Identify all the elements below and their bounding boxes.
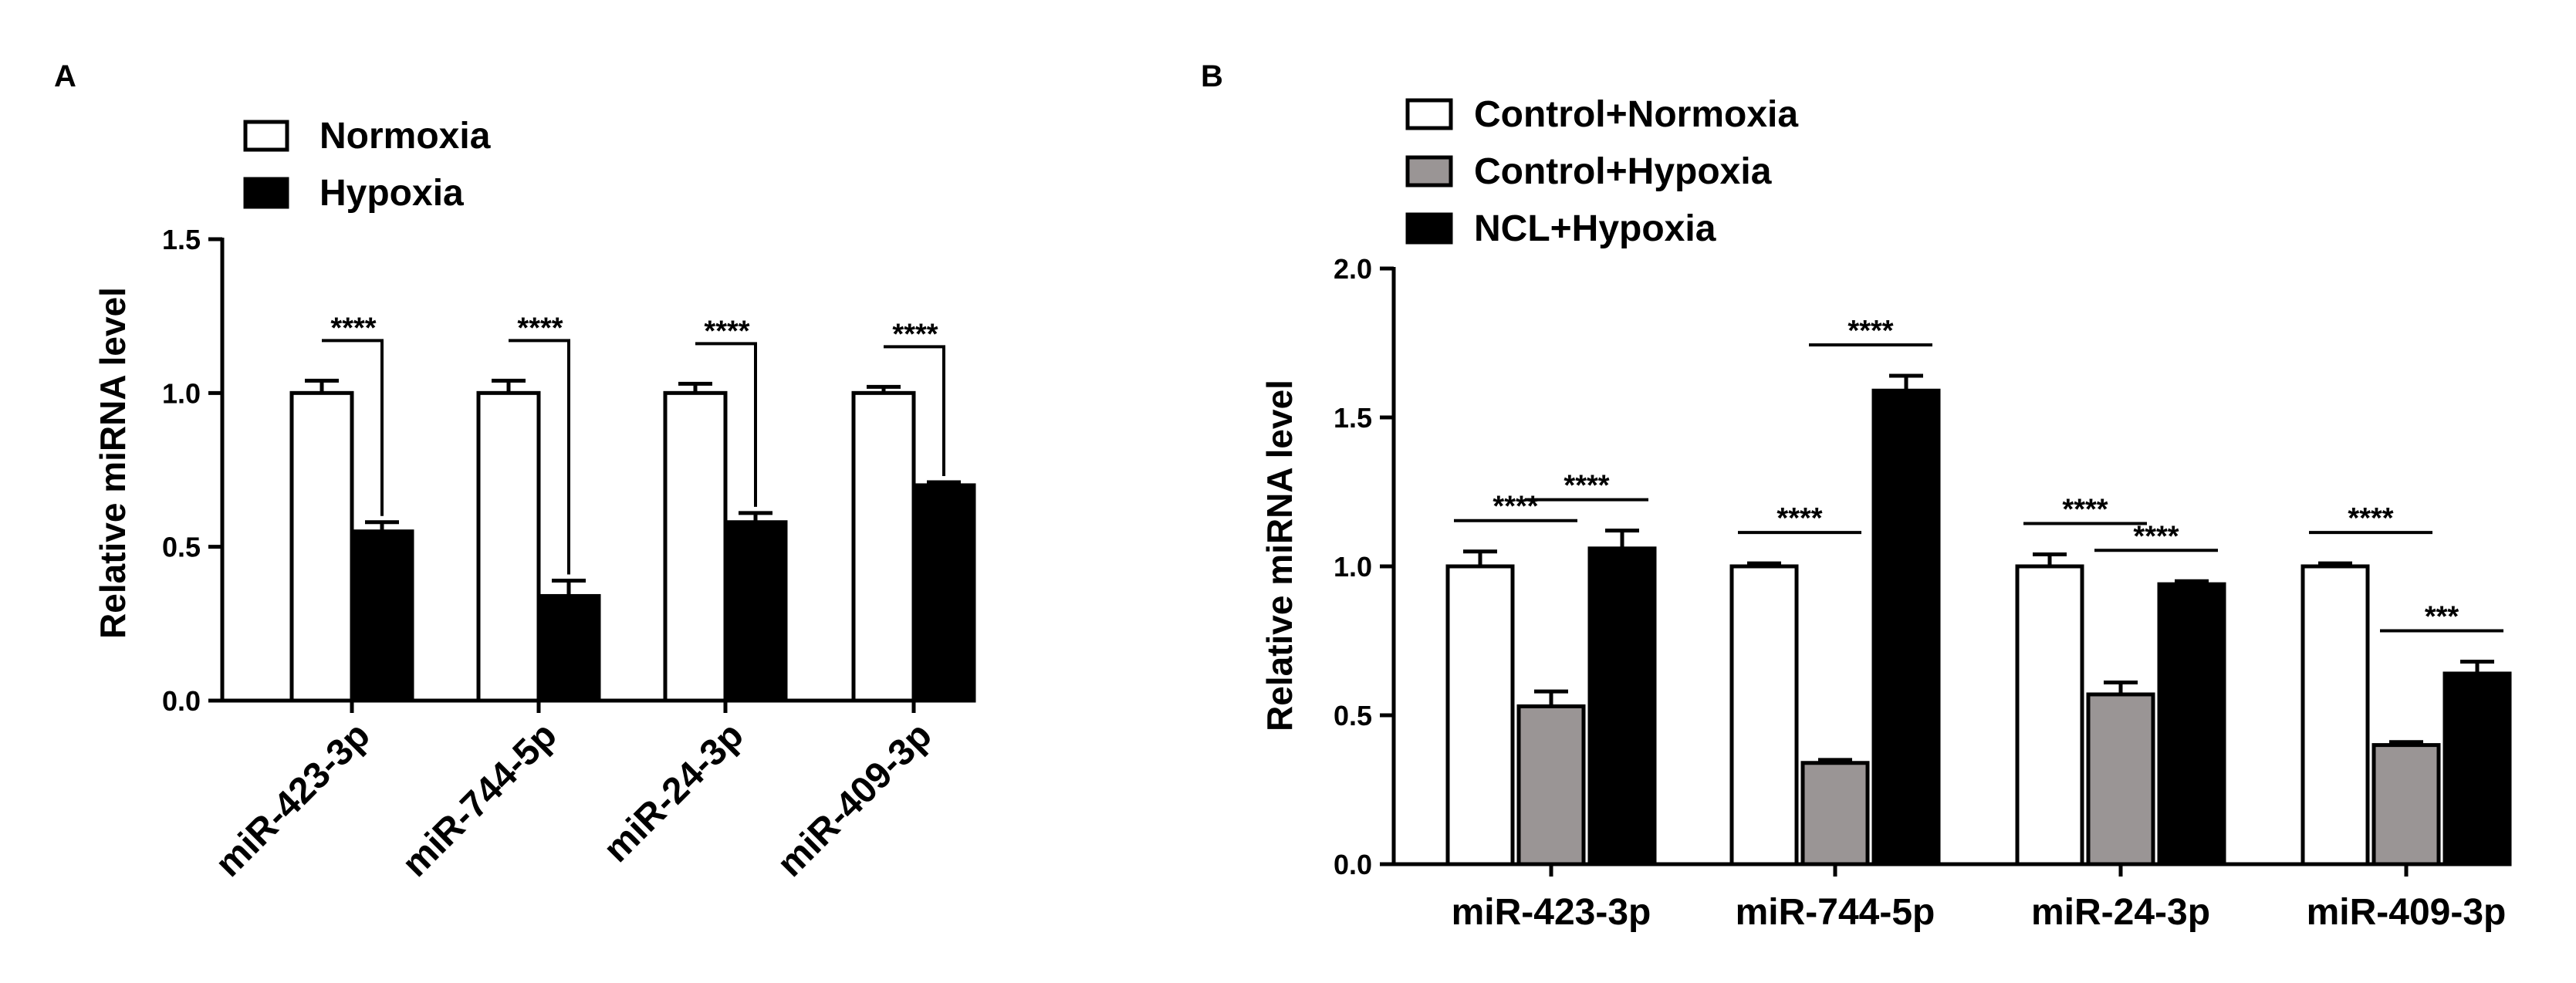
panel-b-category-label: miR-409-3p (2307, 892, 2507, 933)
panel-b-bar-control-hypoxia (1800, 761, 1870, 866)
panel-a-significance-label: **** (704, 315, 749, 347)
panel-b-bar-ncl-hypoxia (2442, 671, 2512, 866)
panel-b-y-tick-label: 1.5 (1334, 402, 1372, 434)
panel-a-y-axis-label: Relative miRNA level (93, 287, 133, 639)
panel-b-significance-label: **** (1776, 502, 1822, 535)
panel-b-significance-label: **** (1847, 315, 1893, 347)
panel-b-significance: ******************************* (1454, 315, 2503, 633)
panel-a-legend: Normoxia Hypoxia (243, 116, 491, 214)
panel-b-bar-control-normoxia (2015, 564, 2084, 866)
panel-a-bar-hypoxia (536, 593, 601, 703)
panel-b-bar-control-hypoxia (2086, 692, 2155, 866)
panel-b-legend-label: Control+Hypoxia (1474, 151, 1772, 192)
panel-b-category-label: miR-744-5p (1736, 892, 1935, 933)
panel-a-y-tick-label: 1.5 (162, 224, 201, 255)
panel-b-bar-control-normoxia (1445, 564, 1515, 866)
panel-a-bar-normoxia (476, 390, 541, 703)
panel-b-y-tick-label: 1.0 (1334, 551, 1372, 583)
panel-b-significance-label: *** (2425, 601, 2459, 633)
panel-a-legend-swatch (243, 120, 289, 152)
panel-b-significance-label: **** (2133, 520, 2179, 552)
panel-b-legend-label: NCL+Hypoxia (1474, 208, 1716, 249)
panel-b-categories: miR-423-3p miR-744-5p miR-24-3p miR-409-3p (1452, 892, 2507, 933)
panel-a-category-label: miR-409-3p (769, 714, 939, 884)
panel-b-significance-label: **** (2348, 502, 2393, 535)
panel-b-axes (1391, 267, 2508, 877)
panel-b-legend: Control+Normoxia Control+Hypoxia NCL+Hypox… (1405, 94, 1798, 249)
panel-a-y-ticks: 0.0 0.5 1.0 1.5 (162, 224, 222, 717)
panel-a-bar-hypoxia (350, 529, 414, 703)
panel-a-significance-label: **** (330, 312, 376, 344)
panel-b-bar-ncl-hypoxia (2157, 582, 2226, 866)
panel-b-label: B (1201, 59, 1223, 93)
panel-b-legend-swatch (1405, 98, 1453, 130)
panel-a-chart: A Relative miRNA level 0.0 0.5 1.0 1.5 ****… (54, 59, 976, 885)
panel-b-y-axis-label: Relative miRNA level (1259, 380, 1300, 731)
panel-b-chart: B Relative miRNA level 0.0 0.5 1.0 1.5 2.0 *… (1201, 59, 2512, 933)
panel-b-y-tick-label: 0.0 (1334, 849, 1372, 880)
panel-a-y-tick-label: 0.5 (162, 532, 201, 563)
panel-a-y-tick-label: 1.0 (162, 377, 201, 409)
panel-a-significance: **** **** **** **** (322, 312, 945, 575)
panel-b-bar-ncl-hypoxia (1871, 388, 1941, 866)
panel-a-bar-hypoxia (911, 483, 976, 703)
panel-a-bar-normoxia (851, 390, 916, 703)
panel-a-bar-hypoxia (723, 520, 788, 703)
panel-a-category-label: miR-744-5p (394, 714, 564, 884)
panel-a-label: A (54, 59, 76, 93)
panel-a-category-label: miR-423-3p (208, 714, 377, 884)
panel-a-bar-normoxia (663, 390, 728, 703)
panel-a-axes (220, 238, 974, 713)
panel-b-category-label: miR-423-3p (1452, 892, 1651, 933)
panel-a-significance-bracket (695, 342, 757, 507)
panel-a-legend-label: Normoxia (319, 116, 491, 157)
panel-b-significance-label: **** (1493, 491, 1538, 523)
panel-b-category-label: miR-24-3p (2031, 892, 2210, 933)
panel-a-bars (289, 378, 976, 703)
panel-a-significance-label: **** (517, 312, 563, 344)
panel-b-legend-label: Control+Normoxia (1474, 94, 1798, 135)
panel-b-significance-label: **** (2062, 494, 2108, 526)
panel-b-bar-ncl-hypoxia (1587, 546, 1657, 866)
panel-b-y-tick-label: 0.5 (1334, 700, 1372, 731)
panel-a-significance-label: **** (892, 318, 938, 350)
panel-a-legend-label: Hypoxia (319, 173, 464, 214)
panel-a-significance-bracket (322, 339, 384, 516)
panel-b-significance-label: **** (1564, 470, 1609, 502)
panel-a-significance-bracket (884, 345, 945, 476)
panel-b-legend-swatch (1405, 212, 1453, 245)
panel-a-y-tick-label: 0.0 (162, 685, 201, 717)
panel-b-bars (1445, 373, 2512, 866)
panel-b-bar-control-normoxia (2300, 564, 2370, 866)
panel-b-legend-swatch (1405, 155, 1453, 187)
panel-b-y-tick-label: 2.0 (1334, 253, 1372, 285)
panel-b-bar-control-hypoxia (1516, 704, 1586, 866)
panel-a-category-label: miR-24-3p (596, 714, 752, 870)
panel-a-significance-bracket (509, 339, 570, 575)
panel-a-categories: miR-423-3p miR-744-5p miR-24-3p miR-409-3p (208, 714, 939, 884)
panel-b-bar-control-normoxia (1729, 564, 1799, 866)
panel-b-bar-control-hypoxia (2371, 743, 2441, 866)
panel-a-legend-swatch (243, 177, 289, 209)
panel-a-bar-normoxia (289, 390, 354, 703)
panel-b-y-ticks: 0.0 0.5 1.0 1.5 2.0 (1334, 253, 1394, 880)
